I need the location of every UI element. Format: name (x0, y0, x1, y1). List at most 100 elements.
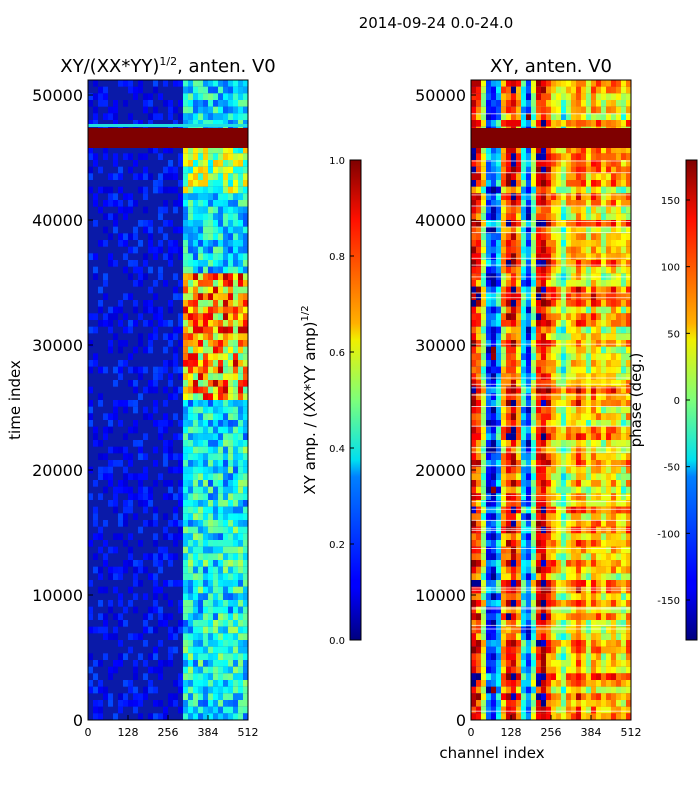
panel2-cell (601, 413, 606, 420)
panel1-cell (238, 553, 243, 560)
panel2-cell (541, 320, 546, 327)
panel2-cell (526, 573, 531, 580)
panel1-cell (233, 400, 238, 407)
panel1-cell (218, 566, 223, 574)
panel1-cell (183, 113, 188, 120)
panel2-cell (531, 180, 536, 187)
panel2-cell (471, 346, 476, 354)
panel1-cell (223, 593, 228, 600)
panel1-cell (103, 553, 108, 560)
panel1-cell (188, 660, 193, 667)
panel2-cell (606, 646, 611, 654)
panel1-cell (238, 153, 243, 160)
panel2-cell (556, 213, 561, 220)
panel1-cell (203, 506, 208, 514)
panel2-cell (511, 606, 516, 614)
panel2-cell (606, 146, 611, 154)
panel2-cell (561, 566, 566, 574)
panel2-cell (626, 253, 631, 260)
panel2-cell (571, 166, 576, 174)
panel1-cell (193, 226, 198, 234)
panel2-cell (571, 640, 576, 647)
panel2-cell (521, 626, 526, 634)
panel1-cell (138, 526, 143, 534)
panel2-cell (561, 386, 566, 394)
panel2-cell (476, 206, 481, 214)
panel2-cell (536, 280, 541, 287)
panel2-cell (626, 266, 631, 274)
panel2-cell (561, 493, 566, 500)
panel2-cell (491, 306, 496, 314)
panel2-cell (571, 660, 576, 667)
panel1-cell (123, 700, 128, 707)
panel1-cell (213, 213, 218, 220)
panel1-cell (93, 626, 98, 634)
panel2-cell (626, 186, 631, 194)
panel2-cell (496, 420, 501, 427)
panel2-cell (521, 620, 526, 627)
panel2-cell (476, 173, 481, 180)
panel1-cell (193, 686, 198, 694)
panel2-cell (546, 580, 551, 587)
panel2-cell (556, 553, 561, 560)
panel2-cell (596, 280, 601, 287)
panel1-cell (243, 693, 248, 700)
panel2-cell (496, 433, 501, 440)
panel1-cell (228, 120, 233, 127)
panel2-cell (496, 406, 501, 414)
panel1-cell (238, 366, 243, 374)
panel1-cell (168, 480, 173, 487)
panel2-cell (626, 673, 631, 680)
panel2-cell (561, 213, 566, 220)
panel2-cell (501, 500, 506, 507)
panel2-cell (481, 493, 486, 500)
panel1-cell (218, 386, 223, 394)
panel1-cell (223, 626, 228, 634)
panel1-cell (203, 280, 208, 287)
panel1-cell (138, 340, 143, 347)
panel1-cell (243, 113, 248, 120)
panel2-cell (591, 313, 596, 320)
panel2-cell (536, 340, 541, 347)
panel1-cell (218, 93, 223, 100)
panel1-cell (183, 220, 188, 227)
panel1-cell (183, 606, 188, 614)
panel2-cell (501, 573, 506, 580)
panel2-cell (526, 246, 531, 254)
panel2-cell (536, 353, 541, 360)
panel2-cell (496, 493, 501, 500)
panel2-cell (561, 373, 566, 380)
panel2-cell (556, 240, 561, 247)
panel2-cell (491, 460, 496, 467)
panel1-cell (218, 340, 223, 347)
panel2-cell (586, 186, 591, 194)
panel1-cell (173, 286, 178, 294)
panel2-cell (506, 146, 511, 154)
panel1-cell (193, 700, 198, 707)
panel1-cell (178, 280, 183, 287)
panel1-cell (218, 446, 223, 454)
panel2-cell (601, 160, 606, 167)
panel2-cell (516, 613, 521, 620)
panel2-cell (486, 146, 491, 154)
panel2-cell (541, 206, 546, 214)
panel2-cell (556, 160, 561, 167)
panel2-cell (591, 360, 596, 367)
panel2-cell (571, 420, 576, 427)
panel1-cell (243, 593, 248, 600)
panel2-cell (611, 220, 616, 227)
panel1-cell (243, 106, 248, 114)
panel2-cell (591, 373, 596, 380)
panel1-cell (98, 440, 103, 447)
panel2-cell (496, 153, 501, 160)
panel2-cell (481, 440, 486, 447)
panel2-cell (496, 640, 501, 647)
panel2-cell (591, 353, 596, 360)
panel2-cell (536, 106, 541, 114)
panel1-cell (218, 260, 223, 267)
panel1-cell (223, 573, 228, 580)
panel2-cell (556, 120, 561, 127)
panel2-cell (606, 286, 611, 294)
panel2-cell (621, 486, 626, 494)
panel2-cell (621, 466, 626, 474)
